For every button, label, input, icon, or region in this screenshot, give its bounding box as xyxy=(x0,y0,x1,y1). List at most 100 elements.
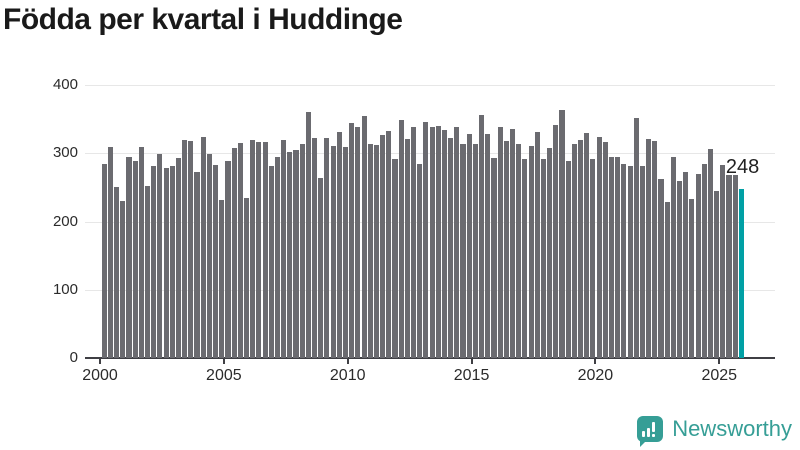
bar-2009-K2 xyxy=(330,145,336,358)
bar-2001-K3 xyxy=(138,147,144,358)
x-axis-tick-label: 2010 xyxy=(329,367,366,384)
bar-2024-K4 xyxy=(714,190,720,358)
bar-2025-K1 xyxy=(720,164,726,358)
bar-2010-K3 xyxy=(361,116,367,358)
x-axis-tick-label: 2020 xyxy=(577,367,614,384)
bar-2018-K2 xyxy=(553,124,559,358)
bar-2010-K1 xyxy=(349,123,355,358)
bar-2003-K1 xyxy=(175,158,182,358)
bar-2020-K4 xyxy=(615,156,621,358)
bar-2013-K1 xyxy=(423,121,429,358)
bar-2023-K3 xyxy=(683,172,689,358)
bar-2015-K4 xyxy=(491,158,497,358)
brand-name: Newsworthy xyxy=(672,416,792,441)
exclamation-glyph xyxy=(652,422,656,437)
y-axis: 0 100 200 300 400 xyxy=(0,76,78,366)
bar-2021-K3 xyxy=(633,117,639,358)
bar-2000-K2 xyxy=(107,147,113,358)
bar-2009-K4 xyxy=(342,147,349,358)
bar-2016-K3 xyxy=(509,128,516,358)
bar-2011-K3 xyxy=(386,130,392,358)
exclamation-dot xyxy=(652,434,656,437)
x-axis-tick-label: 2000 xyxy=(82,367,118,384)
bar-2002-K4 xyxy=(169,165,175,358)
brand-logo[interactable]: Newsworthy xyxy=(637,416,792,447)
bar-2019-K3 xyxy=(584,133,590,358)
bar-2007-K4 xyxy=(293,149,299,358)
bar-2023-K2 xyxy=(676,180,683,358)
bar-2012-K2 xyxy=(404,138,410,358)
bar-2000-K4 xyxy=(120,201,126,358)
bar-2012-K4 xyxy=(417,163,423,358)
bar-2023-K4 xyxy=(689,198,695,358)
bar-2018-K4 xyxy=(565,160,571,358)
mini-bar-1 xyxy=(642,431,646,437)
bar-2008-K4 xyxy=(318,177,324,358)
bar-2002-K1 xyxy=(151,165,157,358)
bar-2016-K4 xyxy=(516,143,522,358)
bar-2009-K3 xyxy=(336,132,342,358)
bar-2011-K2 xyxy=(380,134,386,358)
bar-2005-K4 xyxy=(243,197,250,358)
bar-2022-K1 xyxy=(646,138,652,358)
bar-2025-K2 xyxy=(726,175,732,358)
bar-2008-K2 xyxy=(305,111,311,358)
bar-2016-K2 xyxy=(503,140,509,358)
bar-2020-K2 xyxy=(602,141,608,358)
mini-bar-chart-glyph xyxy=(642,422,656,437)
x-axis-tick-2020 xyxy=(594,359,597,364)
bar-2015-K3 xyxy=(485,134,491,358)
bar-2002-K3 xyxy=(163,168,169,358)
bar-2015-K1 xyxy=(472,143,478,358)
speech-bubble-tail xyxy=(640,440,648,447)
bar-2016-K1 xyxy=(497,127,503,358)
bar-2022-K2 xyxy=(652,140,658,358)
gridline-400 xyxy=(85,85,775,86)
bar-2011-K4 xyxy=(392,159,398,358)
bar-2022-K3 xyxy=(658,178,664,358)
bar-2017-K1 xyxy=(522,159,528,358)
x-axis-tick-2015 xyxy=(470,359,473,364)
bar-2001-K1 xyxy=(126,157,132,358)
bar-2014-K3 xyxy=(460,143,466,358)
bar-2024-K1 xyxy=(695,174,701,358)
bar-2019-K4 xyxy=(590,159,596,358)
bar-2012-K1 xyxy=(398,119,404,358)
x-axis-tick-label: 2025 xyxy=(701,367,738,384)
bar-2006-K3 xyxy=(262,141,268,358)
bar-2025-K3 xyxy=(732,175,738,358)
chart-title: Födda per kvartal i Huddinge xyxy=(3,3,403,36)
bar-2004-K3 xyxy=(213,164,219,358)
bar-2020-K1 xyxy=(596,136,602,358)
bar-2014-K1 xyxy=(448,137,454,358)
bar-2013-K3 xyxy=(435,125,441,358)
bar-2013-K2 xyxy=(429,126,435,358)
bar-2013-K4 xyxy=(441,130,448,358)
y-axis-tick-label: 400 xyxy=(52,76,78,93)
bar-2014-K2 xyxy=(454,127,460,358)
mini-bar-2 xyxy=(647,428,651,437)
bar-2005-K2 xyxy=(231,148,237,358)
bar-2006-K1 xyxy=(250,139,256,358)
bar-2002-K2 xyxy=(157,153,163,358)
bar-2007-K2 xyxy=(281,139,287,358)
bar-2024-K2 xyxy=(701,163,707,358)
bar-2003-K3 xyxy=(188,140,194,358)
bar-2021-K1 xyxy=(621,164,627,358)
bar-2006-K2 xyxy=(256,141,262,358)
highlight-value-label: 248 xyxy=(725,155,760,178)
bar-2005-K1 xyxy=(225,160,231,358)
bar-2019-K1 xyxy=(571,143,577,358)
bar-2011-K1 xyxy=(373,145,379,358)
bar-2021-K4 xyxy=(639,166,645,358)
bar-2005-K3 xyxy=(237,143,243,358)
bar-2001-K4 xyxy=(145,186,151,358)
bar-2024-K3 xyxy=(707,149,714,358)
bar-2009-K1 xyxy=(324,138,330,358)
bar-2012-K3 xyxy=(411,127,417,358)
newsworthy-bar-chart-bubble-icon xyxy=(637,416,664,447)
bar-2015-K2 xyxy=(479,115,485,358)
bar-2010-K2 xyxy=(355,127,361,358)
bar-2017-K2 xyxy=(528,145,534,358)
exclamation-stroke xyxy=(652,422,656,432)
